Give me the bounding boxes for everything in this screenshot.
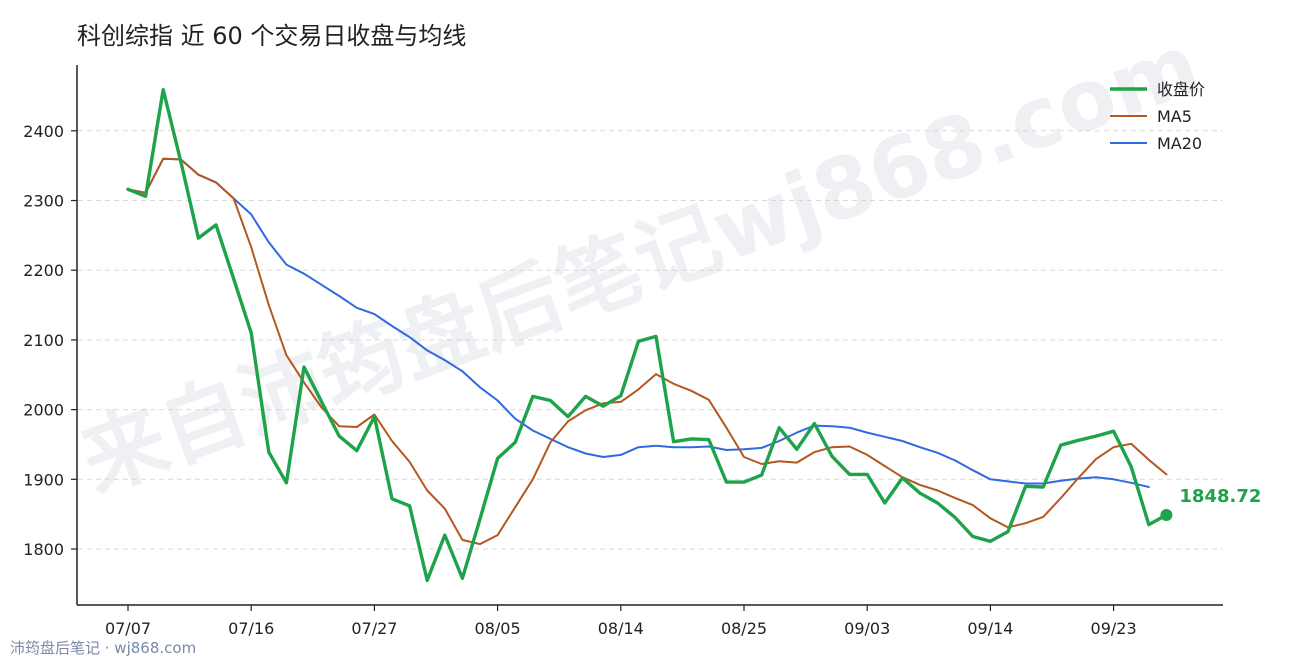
x-tick-label-09/23: 09/23 <box>1091 619 1137 638</box>
y-tick-label-2400: 2400 <box>23 122 64 141</box>
x-tick-label-08/14: 08/14 <box>598 619 644 638</box>
x-tick-label-08/25: 08/25 <box>721 619 767 638</box>
legend-label-2: MA20 <box>1157 134 1202 153</box>
x-tick-label-09/14: 09/14 <box>967 619 1013 638</box>
series-line-ma20 <box>127 157 1150 488</box>
x-tick-label-07/16: 07/16 <box>228 619 274 638</box>
series-line-close <box>126 87 1169 583</box>
legend-label-1: MA5 <box>1157 107 1192 126</box>
footer-credit: 沛筠盘后笔记 · wj868.com <box>10 639 196 657</box>
y-tick-label-1900: 1900 <box>23 470 64 489</box>
last-point-marker <box>1160 509 1173 522</box>
legend: 收盘价 MA5 MA20 <box>1110 80 1205 153</box>
y-tick-label-1800: 1800 <box>23 540 64 559</box>
x-ticks: 07/07 07/16 07/27 08/05 08/14 08/25 09/03 09/14… <box>105 605 1137 638</box>
last-value-label: 1848.72 <box>1179 486 1261 507</box>
x-tick-label-07/27: 07/27 <box>351 619 397 638</box>
y-ticks: 1800 1900 2000 2100 2200 2300 2400 <box>23 122 77 559</box>
x-tick-label-09/03: 09/03 <box>844 619 890 638</box>
x-tick-label-08/05: 08/05 <box>475 619 521 638</box>
y-tick-label-2000: 2000 <box>23 401 64 420</box>
y-tick-label-2300: 2300 <box>23 192 64 211</box>
chart-title: 科创综指 近 60 个交易日收盘与均线 <box>77 22 466 50</box>
gridlines <box>78 130 1223 550</box>
watermark: 来自沛筠盘后笔记wj868.com <box>69 15 1212 511</box>
y-tick-label-2100: 2100 <box>23 331 64 350</box>
x-tick-label-07/07: 07/07 <box>105 619 151 638</box>
legend-label-0: 收盘价 <box>1157 80 1205 99</box>
y-tick-label-2200: 2200 <box>23 261 64 280</box>
series-lines <box>126 87 1169 583</box>
